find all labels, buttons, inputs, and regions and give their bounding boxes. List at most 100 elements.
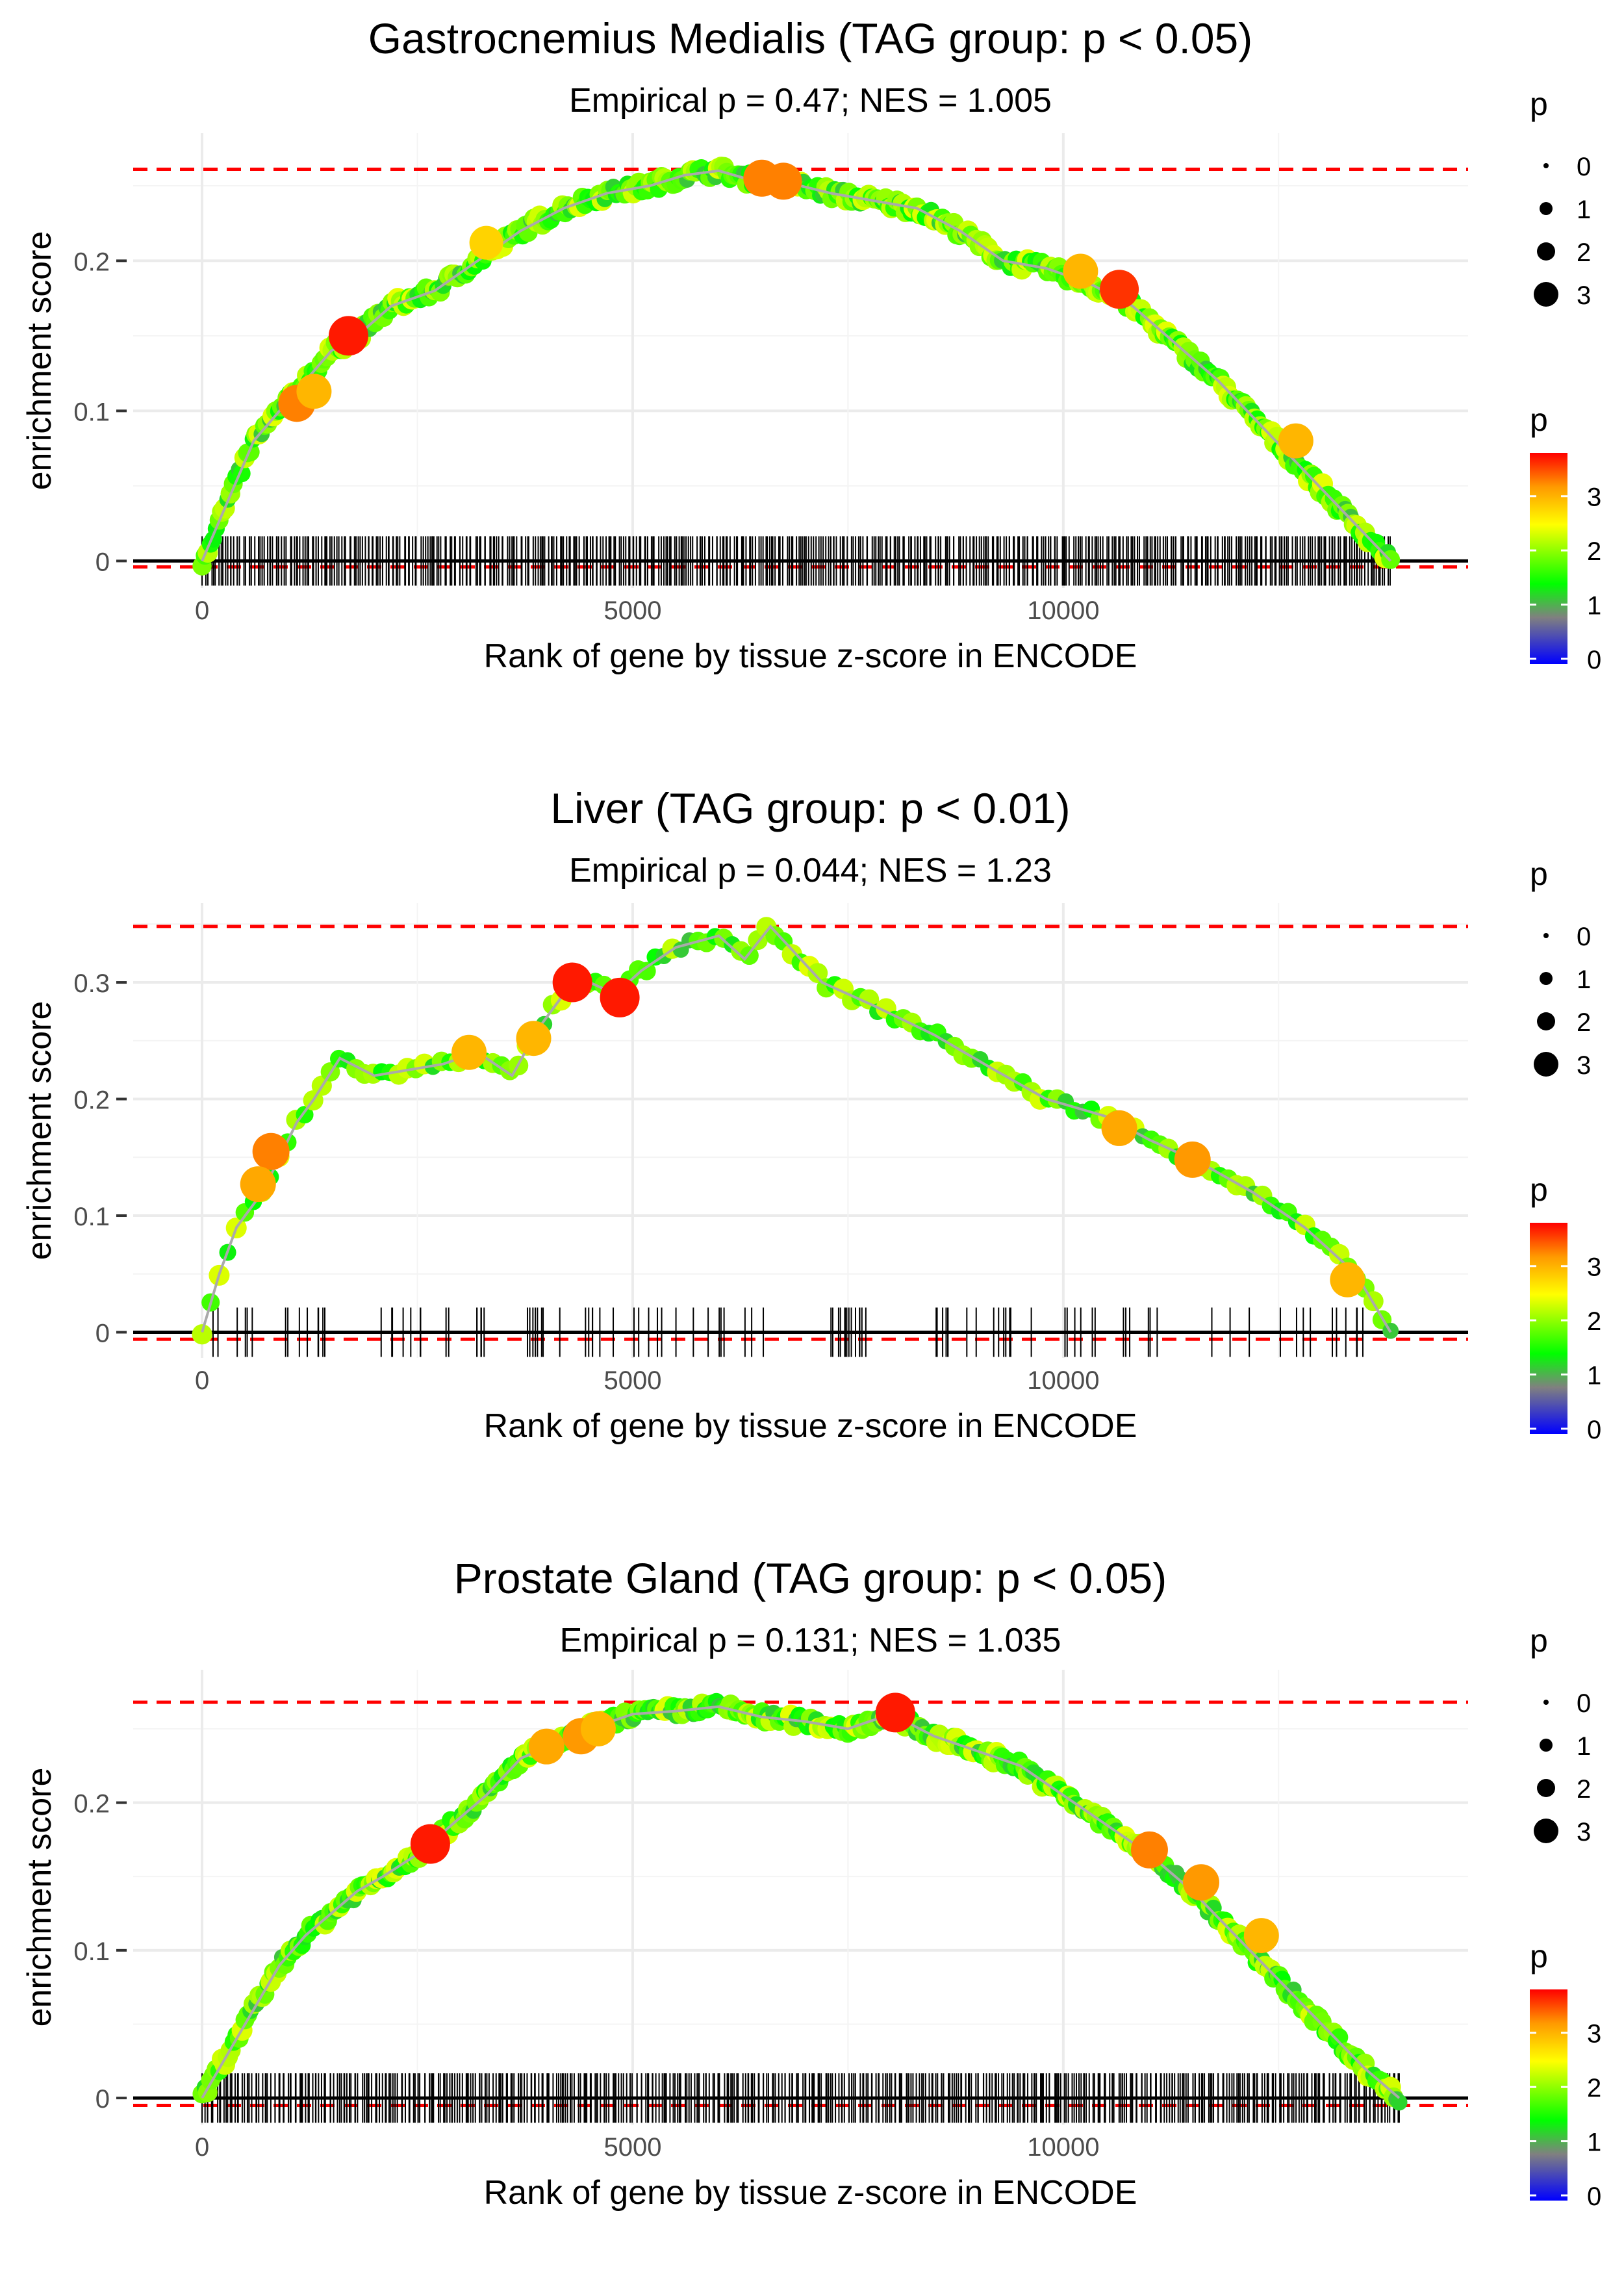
size-legend-key xyxy=(1534,282,1558,307)
y-tick-label: 0.2 xyxy=(73,1086,110,1115)
x-tick-label: 0 xyxy=(195,2133,209,2162)
size-legend-key xyxy=(1543,163,1549,168)
size-legend-title: p xyxy=(1530,86,1548,122)
color-legend-label: 0 xyxy=(1587,1416,1601,1444)
size-legend-key xyxy=(1540,972,1553,985)
chart-subtitle: Empirical p = 0.47; NES = 1.005 xyxy=(569,82,1052,120)
size-legend-key xyxy=(1537,1779,1555,1797)
highlight-point xyxy=(1063,253,1098,289)
color-legend-label: 2 xyxy=(1587,2074,1601,2102)
x-tick-label: 10000 xyxy=(1027,596,1099,625)
highlight-point xyxy=(1100,270,1139,309)
x-tick-label: 10000 xyxy=(1027,2133,1099,2162)
highlight-point xyxy=(1183,1864,1219,1901)
curve-point xyxy=(807,963,828,984)
y-axis-title: enrichment score xyxy=(21,231,58,491)
highlight-point xyxy=(252,1132,290,1170)
highlight-point xyxy=(1174,1141,1211,1178)
color-legend-label: 0 xyxy=(1587,2182,1601,2211)
size-legend-key xyxy=(1537,1012,1555,1030)
size-legend-key xyxy=(1534,1819,1558,1843)
curve-points xyxy=(192,157,1401,576)
size-legend-key xyxy=(1540,202,1553,215)
color-legend-label: 1 xyxy=(1587,1362,1601,1390)
highlight-point xyxy=(240,1166,276,1203)
x-axis-title: Rank of gene by tissue z-score in ENCODE xyxy=(484,637,1137,675)
color-legend-label: 1 xyxy=(1587,592,1601,620)
curve-point xyxy=(637,962,656,980)
size-legend-key xyxy=(1540,1739,1553,1752)
y-tick-label: 0 xyxy=(95,2085,110,2114)
size-legend-label: 3 xyxy=(1577,1818,1591,1846)
y-tick-label: 0 xyxy=(95,548,110,576)
size-legend-label: 3 xyxy=(1577,1051,1591,1080)
size-legend-title: p xyxy=(1530,1622,1548,1659)
x-tick-label: 10000 xyxy=(1027,1366,1099,1395)
highlight-point xyxy=(469,225,503,260)
x-tick-label: 0 xyxy=(195,596,209,625)
size-legend-label: 1 xyxy=(1577,196,1591,224)
highlight-point xyxy=(1243,1918,1279,1954)
color-legend-label: 1 xyxy=(1587,2128,1601,2157)
size-legend-label: 3 xyxy=(1577,281,1591,310)
highlight-point xyxy=(1101,1110,1137,1146)
curve-point xyxy=(192,1324,212,1345)
y-tick-label: 0.1 xyxy=(73,1937,110,1966)
curve-points xyxy=(192,917,1399,1345)
y-tick-label: 0.1 xyxy=(73,1203,110,1231)
highlight-point xyxy=(1130,1831,1168,1869)
x-axis-title: Rank of gene by tissue z-score in ENCODE xyxy=(484,1407,1137,1445)
chart-title: Prostate Gland (TAG group: p < 0.05) xyxy=(454,1554,1167,1602)
highlight-point xyxy=(765,162,802,200)
y-tick-label: 0 xyxy=(95,1320,110,1348)
x-tick-label: 5000 xyxy=(603,596,661,625)
size-legend-key xyxy=(1543,933,1549,938)
curve-points xyxy=(192,1693,1408,2111)
color-legend-title: p xyxy=(1530,1171,1548,1208)
highlight-point xyxy=(600,977,640,1017)
highlight-point xyxy=(296,374,332,409)
color-legend-title: p xyxy=(1530,402,1548,438)
size-legend-label: 0 xyxy=(1577,153,1591,181)
x-tick-label: 5000 xyxy=(603,1366,661,1395)
size-legend: p 0 1 2 3 xyxy=(1530,86,1591,310)
y-tick-label: 0.2 xyxy=(73,248,110,276)
chart-subtitle: Empirical p = 0.131; NES = 1.035 xyxy=(560,1622,1061,1659)
color-legend-label: 3 xyxy=(1587,1253,1601,1282)
size-legend-label: 2 xyxy=(1577,1008,1591,1037)
color-legend-title: p xyxy=(1530,1938,1548,1974)
chart-panel-1: Gastrocnemius Medialis (TAG group: p < 0… xyxy=(21,14,1601,675)
chart-subtitle: Empirical p = 0.044; NES = 1.23 xyxy=(569,852,1052,889)
chart-title: Liver (TAG group: p < 0.01) xyxy=(550,784,1070,832)
size-legend-key xyxy=(1534,1052,1558,1077)
size-legend-title: p xyxy=(1530,856,1548,892)
chart-title: Gastrocnemius Medialis (TAG group: p < 0… xyxy=(368,14,1253,62)
size-legend-label: 1 xyxy=(1577,1732,1591,1761)
y-tick-label: 0.3 xyxy=(73,969,110,998)
es-curve xyxy=(201,924,1392,1333)
chart-panel-2: Liver (TAG group: p < 0.01) Empirical p =… xyxy=(21,784,1601,1445)
y-axis-title: enrichment score xyxy=(21,1001,58,1260)
color-legend-label: 3 xyxy=(1587,2020,1601,2049)
y-axis-title: enrichment score xyxy=(21,1768,58,2027)
y-tick-label: 0.2 xyxy=(73,1790,110,1819)
color-legend-label: 3 xyxy=(1587,483,1601,512)
chart-panel-3: Prostate Gland (TAG group: p < 0.05) Empi… xyxy=(21,1554,1601,2212)
size-legend-label: 0 xyxy=(1577,923,1591,951)
highlight-point xyxy=(516,1021,552,1056)
curve-point xyxy=(1391,2094,1408,2111)
highlight-point xyxy=(410,1824,450,1864)
size-legend-key xyxy=(1543,1700,1549,1705)
size-legend-label: 0 xyxy=(1577,1689,1591,1718)
es-curve xyxy=(201,1705,1401,2099)
color-legend: p 0 1 2 3 xyxy=(1530,402,1601,674)
highlight-point xyxy=(528,1728,565,1765)
size-legend-label: 1 xyxy=(1577,965,1591,994)
color-legend-label: 0 xyxy=(1587,646,1601,674)
size-legend-label: 2 xyxy=(1577,1775,1591,1804)
highlight-point xyxy=(451,1034,487,1070)
highlight-point xyxy=(328,316,368,356)
curve-point xyxy=(1330,2028,1349,2047)
color-legend-label: 2 xyxy=(1587,1307,1601,1336)
